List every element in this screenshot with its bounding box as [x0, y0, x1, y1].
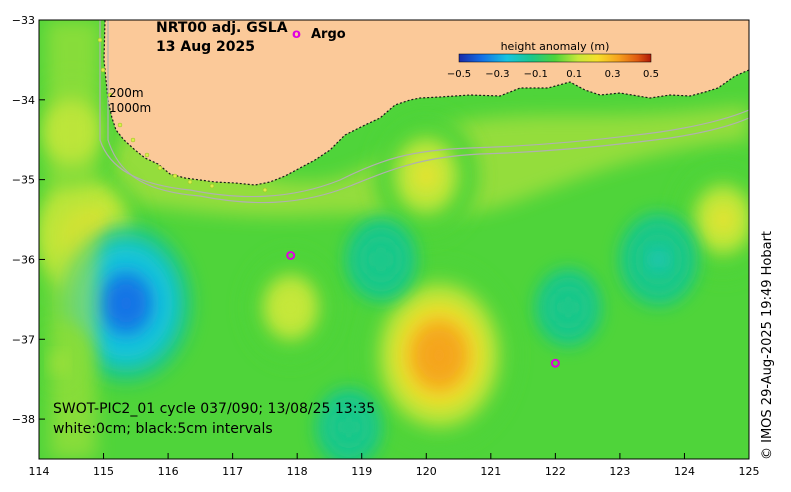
colorbar-tick-label: −0.3: [485, 69, 509, 80]
x-tick-label: 124: [674, 465, 695, 478]
argo-float-marker[interactable]: [286, 250, 296, 260]
anomaly-level: [713, 207, 733, 232]
cold-eddy: [346, 217, 417, 302]
x-axis: 114 115 116 117 118 119 120 121 122 123 124 125: [29, 453, 760, 478]
cold-eddy: [536, 268, 601, 347]
x-tick-label: 116: [158, 465, 179, 478]
colorbar-title: height anomaly (m): [501, 40, 610, 53]
cold-eddy: [619, 212, 698, 307]
y-tick-label: −33: [12, 14, 35, 27]
isobath-200m: [99, 20, 749, 198]
anomaly-level: [561, 299, 575, 316]
y-axis: −33 −34 −35 −36 −37 −38: [12, 14, 45, 426]
y-tick-label: −35: [12, 174, 35, 187]
warm-eddy: [363, 264, 515, 446]
cold-eddy: [316, 388, 382, 459]
colorbar-tick-label: 0.1: [566, 69, 582, 80]
x-tick-label: 123: [609, 465, 630, 478]
plot-frame: [38, 19, 750, 460]
warm-eddy: [373, 112, 479, 239]
y-tick-label: −38: [12, 413, 35, 426]
x-tick-label: 121: [480, 465, 501, 478]
y-tick-label: −37: [12, 333, 35, 346]
coastline: [103, 20, 749, 186]
y-tick-label: −34: [12, 94, 35, 107]
colorbar-tick-label: −0.5: [447, 69, 471, 80]
argo-legend-marker: o: [292, 27, 301, 42]
colorbar: height anomaly (m) −0.5 −0.3 −0.1 0.1 0.3 0.5: [447, 40, 659, 80]
y-tick-label: −36: [12, 253, 35, 266]
argo-legend-label: Argo: [311, 27, 346, 42]
colorbar-ramp: [458, 53, 652, 63]
x-tick-label: 120: [416, 465, 437, 478]
x-tick-label: 114: [29, 465, 50, 478]
x-tick-label: 117: [222, 465, 243, 478]
isobath-1000m: [107, 20, 749, 204]
anomaly-level: [415, 163, 437, 189]
western-shelf-strip: [46, 20, 100, 459]
x-tick-label: 118: [287, 465, 308, 478]
colorbar-tick-label: 0.5: [643, 69, 659, 80]
warm-eddy: [244, 252, 337, 363]
anomaly-level: [112, 287, 140, 320]
isobath-label-200m: 200m: [109, 86, 144, 100]
x-tick-label: 122: [545, 465, 566, 478]
anomaly-level: [650, 250, 667, 269]
colorbar-tick-label: 0.3: [605, 69, 621, 80]
isobath-label-1000m: 1000m: [109, 101, 151, 115]
anomaly-level: [424, 337, 455, 374]
map-date: 13 Aug 2025: [156, 39, 255, 55]
imos-credit: © IMOS 29-Aug-2025 19:49 Hobart: [760, 230, 775, 460]
anomaly-level: [281, 296, 300, 319]
x-tick-label: 115: [93, 465, 114, 478]
swot-pass-label: SWOT-PIC2_01 cycle 037/090; 13/08/25 13:…: [53, 401, 375, 417]
contour-note: white:0cm; black:5cm intervals: [53, 421, 273, 437]
x-tick-label: 119: [351, 465, 372, 478]
argo-float-marker[interactable]: [550, 358, 560, 368]
colorbar-tick-label: −0.1: [524, 69, 548, 80]
swot-swath-east: [97, 37, 268, 193]
x-tick-label: 125: [739, 465, 760, 478]
anomaly-level: [374, 251, 389, 268]
product-title: NRT00 adj. GSLA: [156, 20, 288, 36]
anomaly-level: [342, 419, 356, 435]
